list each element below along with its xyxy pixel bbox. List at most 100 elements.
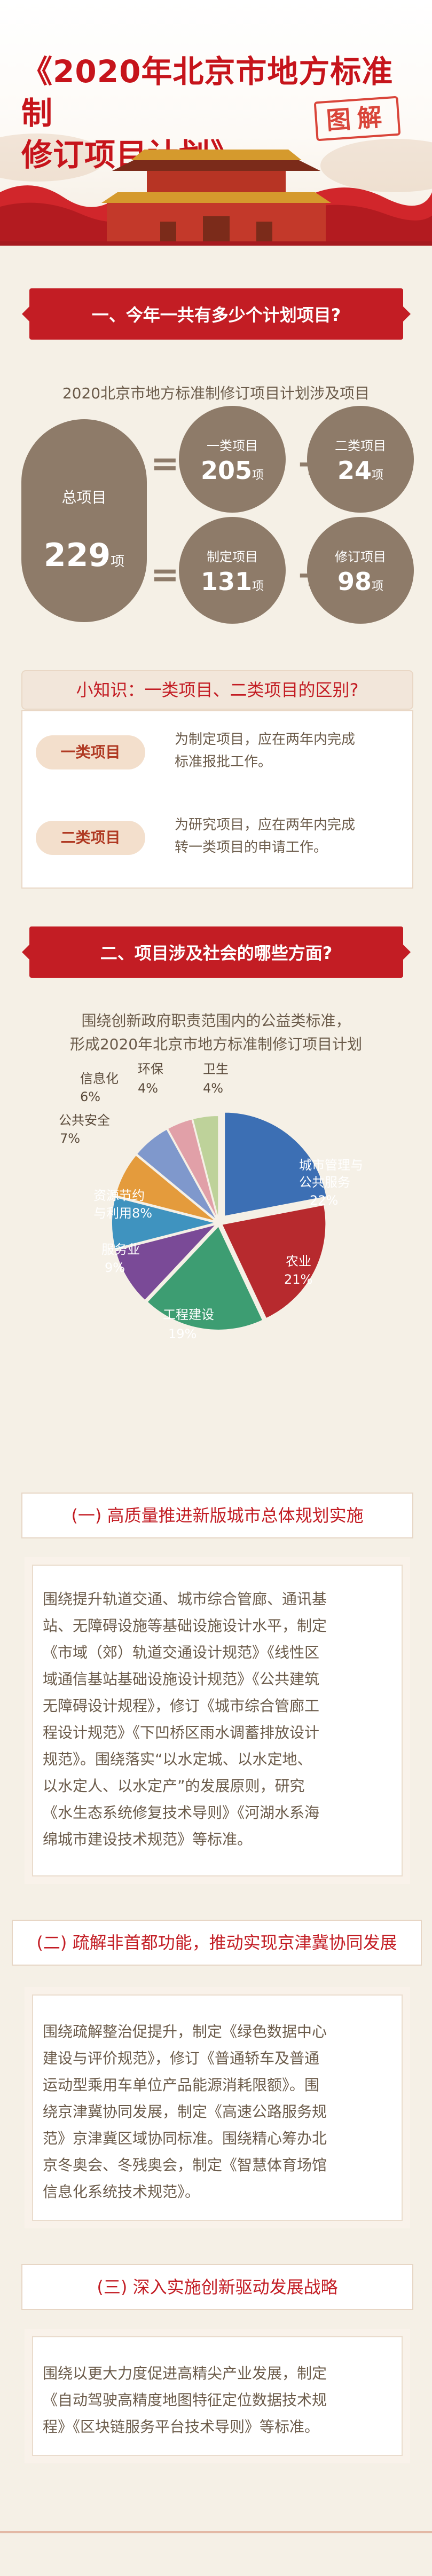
class2-desc-line1: 为研究项目，应在两年内完成 [175,817,356,833]
class2-pill: 二类项目 [36,821,145,855]
revise-value: 98 [337,567,372,596]
section2-banner: 二、项目涉及社会的哪些方面? [22,926,411,978]
pie-slice-8 [167,1118,218,1220]
text1-line: 《水生态系统修复技术导则》《河湖水系海 [43,1804,320,1821]
make-circle: 制定项目 131项 [179,517,286,624]
text2-line: 绕京津冀协同发展，制定《高速公路服务规 [43,2103,327,2121]
gate-building [101,150,331,246]
label-svc: 服务业 [101,1242,140,1257]
content-box-2 [32,1994,403,2221]
label-health: 卫生 [203,1063,229,1077]
section2-banner-text: 二、项目涉及社会的哪些方面? [100,943,333,963]
content-box-1 [32,1565,403,1876]
tab-1-header: (一) 高质量推进新版城市总体规划实施 [21,1493,413,1538]
text1-line: 规范》。围绕落实“以水定城、以水定地、 [43,1750,312,1768]
pie-slice-9 [192,1115,219,1220]
label-city-2: 公共服务 [299,1175,350,1190]
text2-line: 运动型乘用车单位产品能源消耗限额》。围 [43,2076,320,2094]
text1-line: 域通信基站基础设施设计规范》《公共建筑 [43,1670,320,1688]
pie-slice-1 [224,1111,327,1217]
section1-banner-text: 一、今年一共有多少个计划项目? [91,305,341,325]
label-env: 环保 [138,1063,163,1077]
label-city-pct: 22% [310,1193,338,1208]
text1-line: 程设计规范》《下凹桥区雨水调蓄排放设计 [43,1724,320,1741]
equals-sign-1: = [151,444,179,484]
class1-desc-line2: 标准报批工作。 [175,754,272,770]
title-line-1: 《2020年北京市地方标准制 [21,53,394,131]
label-svc-pct: 9% [105,1260,125,1275]
text3-line: 围绕以更大力度促进高精尖产业发展，制定 [43,2365,327,2382]
class2-desc-line2: 转一类项目的申请工作。 [175,839,328,855]
class2-circle: 二类项目 24项 [307,406,414,513]
label-info-pct: 6% [80,1089,100,1104]
content-text-2: 围绕疏解整治促提升，制定《绿色数据中心 建设与评价规范》，修订《普通轿车及普通 运动… [43,2019,384,2205]
text2-line: 范》京津冀区域协同标准。围绕精心筹办北 [43,2130,327,2147]
class1-unit: 项 [252,469,264,482]
pie-chart: 城市管理与 公共服务 22% 农业 21% 工程建设 19% 服务业 9% 资源… [59,1063,363,1341]
text2-line: 围绕疏解整治促提升，制定《绿色数据中心 [43,2023,327,2040]
total-value: 229 [43,537,111,574]
equals-sign-2: = [151,555,179,595]
section1-banner: 一、今年一共有多少个计划项目? [22,288,411,340]
label-res-1: 资源节约 [93,1188,145,1203]
text1-line: 绵城市建设技术规范》等标准。 [43,1831,253,1848]
pie-slice-3 [146,1225,264,1331]
pie-slice-2 [221,1204,327,1320]
content-text-3: 围绕以更大力度促进高精尖产业发展，制定 《自动驾驶高精度地图特征定位数据技术规 程》… [43,2360,384,2440]
header: 《2020年北京市地方标准制 修订项目计划》 图解 [0,0,432,246]
class1-desc: 为制定项目，应在两年内完成 标准报批工作。 [175,728,388,773]
text2-line: 建设与评价规范》，修订《普通轿车及普通 [43,2049,320,2067]
knowledge-box: 一类项目 为制定项目，应在两年内完成 标准报批工作。 二类项目 为研究项目，应在… [21,710,413,889]
text2-line: 京冬奥会、冬残奥会，制定《智慧体育场馆 [43,2156,327,2174]
text2-line: 信息化系统技术规范》。 [43,2183,200,2201]
class1-desc-line1: 为制定项目，应在两年内完成 [175,732,356,748]
content-text-1: 围绕提升轨道交通、城市综合管廊、通讯基 站、无障碍设施等基础设施设计水平，制定 《市… [43,1586,384,1853]
total-pill: 总项目 229项 [21,419,147,622]
revise-label: 修订项目 [335,549,386,564]
text1-line: 无障碍设计规程》，修订《城市综合管廊工 [43,1697,320,1715]
label-health-pct: 4% [203,1081,223,1096]
pie-slice-5 [111,1196,216,1250]
pie-slice-6 [114,1154,217,1222]
section2-subtitle-line1: 围绕创新政府职责范围内的公益类标准， [81,1012,351,1030]
label-eng: 工程建设 [163,1307,214,1322]
section2-subtitle-line2: 形成2020年北京市地方标准制修订项目计划 [69,1035,363,1053]
class1-circle: 一类项目 205项 [179,406,286,513]
tab-3-header: (三) 深入实施创新驱动发展战略 [21,2264,413,2310]
pie-slice-7 [136,1128,218,1221]
label-agri-pct: 21% [284,1272,312,1287]
label-city-1: 城市管理与 [299,1158,363,1173]
pie-slice-4 [114,1223,218,1301]
label-safe: 公共安全 [59,1113,110,1128]
text1-line: 《市域（郊）轨道交通设计规范》《线性区 [43,1644,320,1661]
tiananmen-illustration [0,150,432,246]
class2-unit: 项 [372,469,384,482]
text1-line: 站、无障碍设施等基础设施设计水平，制定 [43,1617,327,1635]
class1-pill: 一类项目 [36,735,145,769]
flags [0,185,432,246]
knowledge-title: 小知识：一类项目、二类项目的区别? [21,670,413,710]
revise-circle: 修订项目 98项 [307,517,414,624]
tab-2-header: (二) 疏解非首都功能，推动实现京津冀协同发展 [12,1920,422,1966]
label-info: 信息化 [80,1071,119,1086]
text3-line: 程》《区块链服务平台技术导则》等标准。 [43,2418,320,2436]
label-agri: 农业 [286,1254,311,1269]
total-unit: 项 [111,554,125,570]
text1-line: 以水定人、以水定产”的发展原则，研究 [43,1777,305,1795]
section1-subtitle: 2020北京市地方标准制修订项目计划涉及项目 [62,384,370,402]
class2-value: 24 [337,456,372,485]
text3-line: 《自动驾驶高精度地图特征定位数据技术规 [43,2391,327,2409]
label-res-2: 与利用8% [93,1206,152,1221]
section2-subtitle: 围绕创新政府职责范围内的公益类标准， 形成2020年北京市地方标准制修订项目计划 [0,1009,432,1056]
label-env-pct: 4% [138,1081,158,1096]
footer-line [0,2531,432,2533]
class1-label: 一类项目 [207,438,258,453]
class2-desc: 为研究项目，应在两年内完成 转一类项目的申请工作。 [175,814,388,859]
total-label: 总项目 [61,489,107,506]
content-box-3 [32,2336,403,2456]
label-eng-pct: 19% [168,1326,197,1341]
class2-label: 二类项目 [335,438,386,453]
make-label: 制定项目 [207,549,258,564]
label-safe-pct: 7% [60,1131,80,1146]
make-unit: 项 [252,580,264,593]
